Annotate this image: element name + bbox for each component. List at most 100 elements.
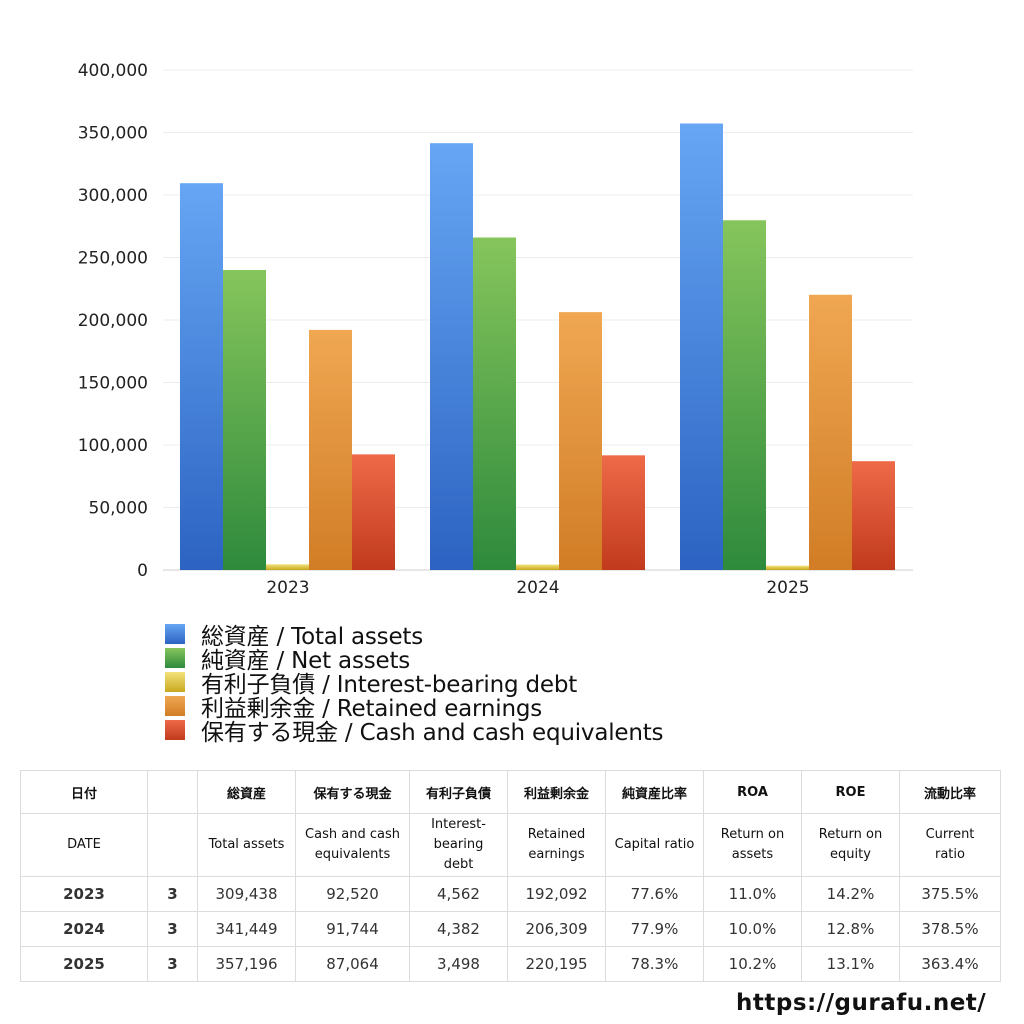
x-tick-label: 2024 xyxy=(516,578,559,598)
header-cell-en: Capital ratio xyxy=(605,813,704,877)
site-url: https://gurafu.net/ xyxy=(736,990,987,1016)
y-tick-label: 350,000 xyxy=(78,124,148,144)
x-axis: 2023 2024 2025 xyxy=(266,578,809,598)
x-tick-label: 2023 xyxy=(266,578,309,598)
y-tick-label: 50,000 xyxy=(89,499,148,519)
header-cell-en: Current ratio xyxy=(899,813,1001,877)
table-row: 2023 3 309,438 92,520 4,562 192,092 77.6% 11.0%… xyxy=(20,876,1001,912)
value-cell: 87,064 xyxy=(295,946,410,982)
table-body: 2023 3 309,438 92,520 4,562 192,092 77.6% 11.0%… xyxy=(20,876,1001,982)
legend-item-retained-earnings: 利益剰余金 / Retained earnings xyxy=(165,694,663,722)
value-cell: 4,382 xyxy=(409,911,508,947)
bar-retained-earnings-2023 xyxy=(309,329,352,570)
bar-total-assets-2023 xyxy=(180,183,223,570)
legend-label: 利益剰余金 / Retained earnings xyxy=(201,696,543,722)
chart-grid xyxy=(163,69,913,571)
legend-item-interest-bearing-debt: 有利子負債 / Interest-bearing debt xyxy=(165,670,663,698)
y-tick-label: 250,000 xyxy=(78,249,148,269)
y-tick-label: 300,000 xyxy=(78,186,148,206)
y-tick-label: 150,000 xyxy=(78,374,148,394)
value-cell: 77.9% xyxy=(605,911,704,947)
table-header-jp: 日付 総資産 保有する現金 有利子負債 利益剰余金 純資産比率 ROA ROE 流動比率 xyxy=(20,770,1001,814)
value-cell: 357,196 xyxy=(197,946,296,982)
header-cell: 保有する現金 xyxy=(295,770,410,814)
value-cell: 78.3% xyxy=(605,946,704,982)
legend-swatch-interest-bearing-debt xyxy=(165,672,185,692)
bar-cash-2025 xyxy=(852,461,895,570)
header-cell: 総資産 xyxy=(197,770,296,814)
legend-item-net-assets: 純資産 / Net assets xyxy=(165,646,663,674)
value-cell: 91,744 xyxy=(295,911,410,947)
financial-table: 日付 総資産 保有する現金 有利子負債 利益剰余金 純資産比率 ROA ROE 流動比率 DAT… xyxy=(20,770,1001,982)
bar-net-assets-2023 xyxy=(223,270,266,570)
value-cell: 341,449 xyxy=(197,911,296,947)
table-row: 2025 3 357,196 87,064 3,498 220,195 78.3% 10.2%… xyxy=(20,946,1001,982)
legend-swatch-retained-earnings xyxy=(165,696,185,716)
header-cell-en: Interest-bearing debt xyxy=(409,813,508,877)
legend-swatch-total-assets xyxy=(165,624,185,644)
y-axis: 400,000 350,000 300,000 250,000 200,000 150,0… xyxy=(78,61,148,581)
table-header-en: DATE Total assets Cash and cash equivalents… xyxy=(20,813,1001,877)
month-cell: 3 xyxy=(147,911,198,947)
bar-net-assets-2024 xyxy=(473,237,516,570)
header-cell: 日付 xyxy=(20,770,148,814)
legend-swatch-cash xyxy=(165,720,185,740)
value-cell: 4,562 xyxy=(409,876,508,912)
chart-bars xyxy=(180,123,895,570)
x-tick-label: 2025 xyxy=(766,578,809,598)
bar-chart: 400,000 350,000 300,000 250,000 200,000 150,0… xyxy=(78,61,913,598)
year-cell: 2023 xyxy=(20,876,148,912)
bar-retained-earnings-2024 xyxy=(559,312,602,570)
legend-label: 有利子負債 / Interest-bearing debt xyxy=(201,672,578,698)
header-cell-en: DATE xyxy=(20,813,148,877)
month-cell: 3 xyxy=(147,946,198,982)
header-cell-en: Return on assets xyxy=(703,813,802,877)
y-tick-label: 200,000 xyxy=(78,311,148,331)
header-cell-en xyxy=(147,813,198,877)
value-cell: 363.4% xyxy=(899,946,1001,982)
year-cell: 2024 xyxy=(20,911,148,947)
year-cell: 2025 xyxy=(20,946,148,982)
legend-item-cash: 保有する現金 / Cash and cash equivalents xyxy=(165,718,664,746)
value-cell: 14.2% xyxy=(801,876,900,912)
value-cell: 10.0% xyxy=(703,911,802,947)
value-cell: 12.8% xyxy=(801,911,900,947)
bar-interest-bearing-debt-2025 xyxy=(766,565,809,570)
value-cell: 378.5% xyxy=(899,911,1001,947)
value-cell: 92,520 xyxy=(295,876,410,912)
header-cell-en: Cash and cash equivalents xyxy=(295,813,410,877)
value-cell: 77.6% xyxy=(605,876,704,912)
value-cell: 220,195 xyxy=(507,946,606,982)
y-tick-label: 400,000 xyxy=(78,61,148,81)
value-cell: 10.2% xyxy=(703,946,802,982)
header-cell: 純資産比率 xyxy=(605,770,704,814)
value-cell: 3,498 xyxy=(409,946,508,982)
legend-item-total-assets: 総資産 / Total assets xyxy=(165,622,663,650)
header-cell: ROA xyxy=(703,770,802,814)
bar-interest-bearing-debt-2024 xyxy=(516,564,559,570)
header-cell-en: Return on equity xyxy=(801,813,900,877)
value-cell: 375.5% xyxy=(899,876,1001,912)
legend-label: 総資産 / Total assets xyxy=(201,624,424,650)
legend-swatch-net-assets xyxy=(165,648,185,668)
value-cell: 192,092 xyxy=(507,876,606,912)
value-cell: 309,438 xyxy=(197,876,296,912)
y-tick-label: 0 xyxy=(137,561,148,581)
chart-legend: 総資産 / Total assets 純資産 / Net assets 有利子負… xyxy=(165,622,664,746)
legend-label: 純資産 / Net assets xyxy=(201,648,411,674)
header-cell-en: Total assets xyxy=(197,813,296,877)
bar-cash-2024 xyxy=(602,455,645,570)
bar-interest-bearing-debt-2023 xyxy=(266,564,309,570)
y-tick-label: 100,000 xyxy=(78,436,148,456)
bar-retained-earnings-2025 xyxy=(809,294,852,570)
bar-total-assets-2025 xyxy=(680,123,723,570)
value-cell: 11.0% xyxy=(703,876,802,912)
table-row: 2024 3 341,449 91,744 4,382 206,309 77.9% 10.0%… xyxy=(20,911,1001,947)
header-cell: ROE xyxy=(801,770,900,814)
bar-total-assets-2024 xyxy=(430,143,473,570)
legend-label: 保有する現金 / Cash and cash equivalents xyxy=(201,720,664,746)
value-cell: 13.1% xyxy=(801,946,900,982)
header-cell-en: Retained earnings xyxy=(507,813,606,877)
month-cell: 3 xyxy=(147,876,198,912)
value-cell: 206,309 xyxy=(507,911,606,947)
